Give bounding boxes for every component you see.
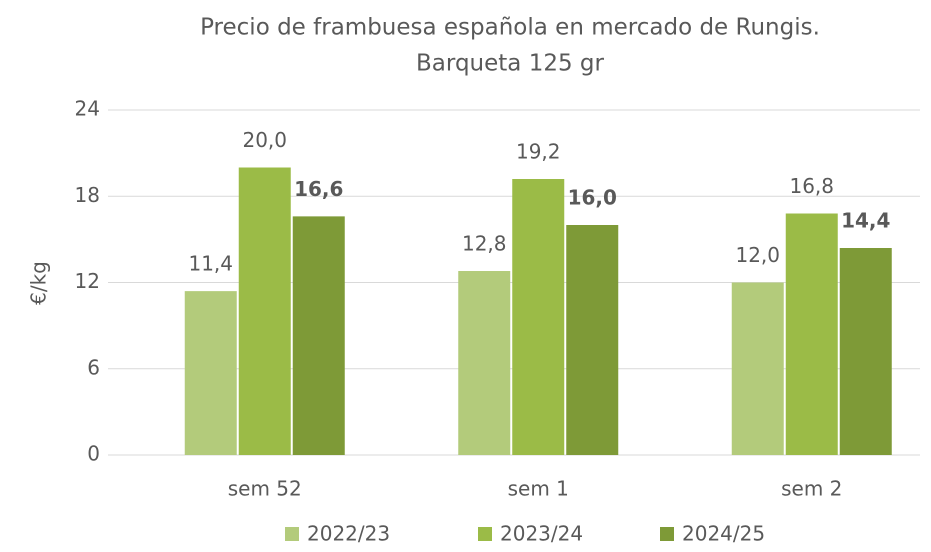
bar	[512, 179, 565, 455]
bar	[566, 225, 619, 455]
data-label: 16,6	[294, 177, 343, 201]
bar	[292, 216, 345, 455]
bar	[785, 213, 838, 455]
x-tick-label: sem 1	[508, 477, 569, 501]
data-label: 12,8	[462, 232, 507, 256]
legend-label: 2022/23	[307, 522, 390, 546]
bar	[458, 271, 511, 455]
data-label: 14,4	[841, 209, 890, 233]
data-label: 16,8	[789, 174, 834, 198]
y-tick-label: 12	[75, 269, 100, 293]
bar	[184, 291, 237, 455]
legend-swatch	[285, 527, 299, 541]
data-label: 19,2	[516, 140, 561, 164]
data-label: 12,0	[735, 243, 780, 267]
y-tick-label: 24	[75, 97, 100, 121]
legend-label: 2023/24	[500, 522, 583, 546]
data-label: 11,4	[188, 252, 233, 276]
chart-title: Barqueta 125 gr	[416, 51, 604, 77]
y-axis-label: €/kg	[27, 261, 51, 305]
legend-label: 2024/25	[682, 522, 765, 546]
data-label: 16,0	[568, 186, 617, 210]
x-tick-label: sem 52	[228, 477, 302, 501]
bar	[238, 167, 291, 455]
bar	[731, 282, 784, 455]
bar	[839, 248, 892, 455]
x-tick-label: sem 2	[781, 477, 842, 501]
y-tick-label: 6	[87, 355, 100, 379]
legend-swatch	[478, 527, 492, 541]
y-tick-label: 0	[87, 442, 100, 466]
data-label: 20,0	[242, 128, 287, 152]
chart-title: Precio de frambuesa española en mercado …	[200, 15, 820, 41]
legend-swatch	[660, 527, 674, 541]
y-tick-label: 18	[75, 183, 100, 207]
